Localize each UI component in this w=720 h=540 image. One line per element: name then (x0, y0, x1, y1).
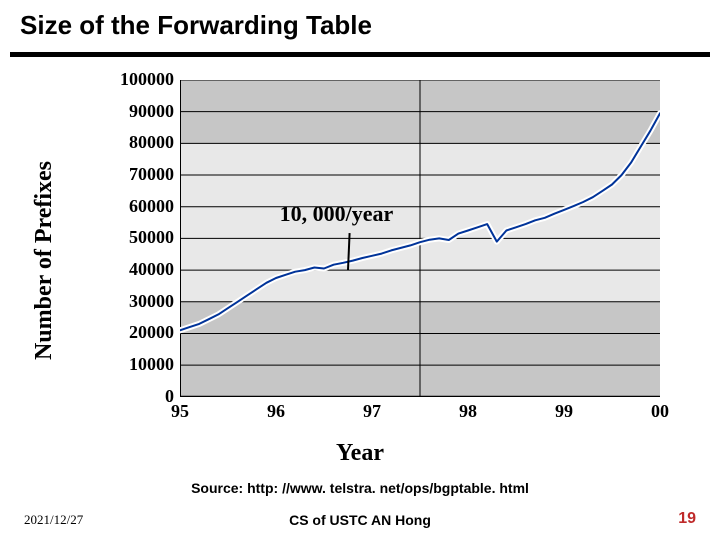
y-tick-label: 20000 (94, 322, 174, 343)
y-tick-label: 90000 (94, 101, 174, 122)
x-tick-label: 00 (640, 401, 680, 422)
footer-page-number: 19 (678, 510, 696, 528)
slide-title: Size of the Forwarding Table (20, 10, 372, 41)
chart: 0100002000030000400005000060000700008000… (60, 80, 660, 440)
y-tick-label: 70000 (94, 164, 174, 185)
y-tick-label: 60000 (94, 196, 174, 217)
x-tick-label: 95 (160, 401, 200, 422)
plot-area (180, 80, 660, 397)
plot-svg (180, 80, 660, 397)
y-axis-label-text: Number of Prefixes (32, 160, 59, 359)
x-tick-label: 97 (352, 401, 392, 422)
y-tick-label: 80000 (94, 132, 174, 153)
x-tick-label: 96 (256, 401, 296, 422)
source-line: Source: http: //www. telstra. net/ops/bg… (0, 480, 720, 496)
footer-center: CS of USTC AN Hong (0, 512, 720, 528)
y-tick-label: 40000 (94, 259, 174, 280)
title-underline (10, 52, 710, 57)
x-tick-label: 98 (448, 401, 488, 422)
y-axis-label: Number of Prefixes (30, 80, 60, 440)
slide: Size of the Forwarding Table Number of P… (0, 0, 720, 540)
y-tick-label: 10000 (94, 354, 174, 375)
x-tick-label: 99 (544, 401, 584, 422)
y-tick-label: 30000 (94, 291, 174, 312)
x-axis-label: Year (60, 440, 660, 467)
annotation-text: 10, 000/year (280, 201, 394, 227)
y-tick-label: 50000 (94, 227, 174, 248)
y-tick-label: 100000 (94, 69, 174, 90)
